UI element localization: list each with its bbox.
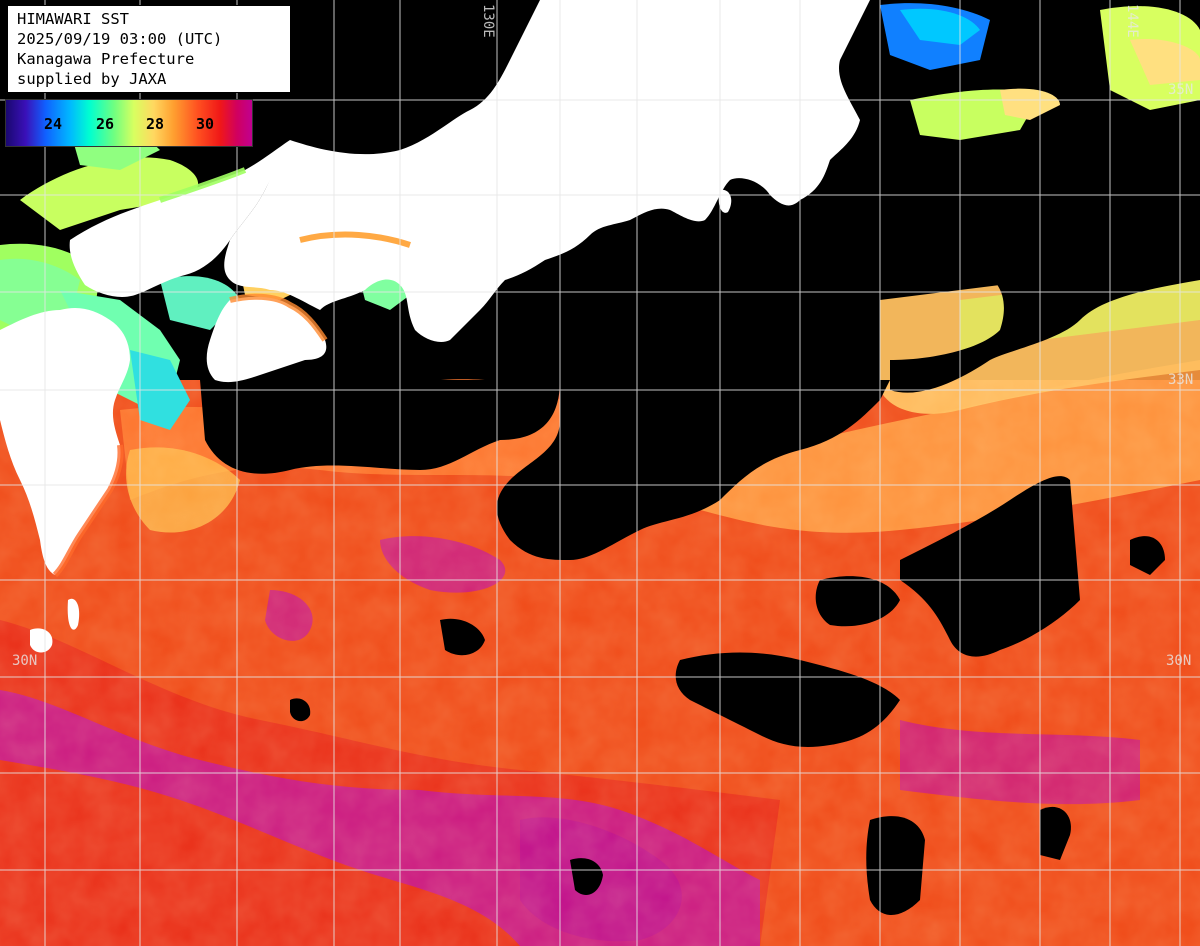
- lat-label-35n-right: 35N: [1168, 82, 1194, 98]
- title-line-4: supplied by JAXA: [17, 70, 167, 88]
- title-line-1: HIMAWARI SST: [17, 10, 129, 28]
- colorbar-label-28: 28: [146, 115, 165, 133]
- lat-label-30n-right: 30N: [1166, 653, 1192, 669]
- lat-label-33n-right: 33N: [1168, 372, 1194, 388]
- cloud-mask: [200, 250, 1200, 915]
- lon-label-144e: 144E: [1124, 4, 1140, 38]
- colorbar-legend: 24 26 28 30: [5, 99, 253, 147]
- colorbar-label-30: 30: [196, 115, 215, 133]
- info-box: HIMAWARI SST 2025/09/19 03:00 (UTC) Kana…: [7, 5, 291, 93]
- colorbar-label-26: 26: [96, 115, 115, 133]
- title-line-3: Kanagawa Prefecture: [17, 50, 195, 68]
- lat-label-30n-left: 30N: [12, 653, 38, 669]
- colorbar-label-24: 24: [44, 115, 63, 133]
- lon-label-130e: 130E: [480, 4, 496, 38]
- title-line-2: 2025/09/19 03:00 (UTC): [17, 30, 223, 48]
